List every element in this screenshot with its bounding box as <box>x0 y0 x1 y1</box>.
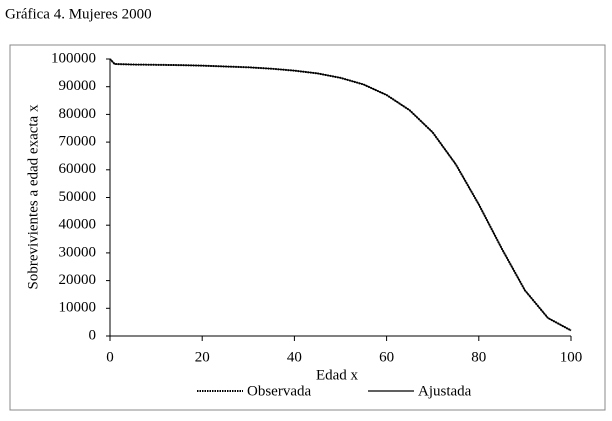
y-tick-label: 40000 <box>59 217 97 233</box>
chart-frame <box>9 44 606 411</box>
x-tick-label: 60 <box>379 349 394 365</box>
y-tick-label: 10000 <box>59 300 97 316</box>
y-tick-label: 30000 <box>59 244 97 260</box>
x-axis-label: Edad x <box>316 367 359 383</box>
legend-label: Observada <box>247 383 311 399</box>
y-tick-label: 100000 <box>51 50 96 66</box>
y-tick-label: 80000 <box>59 106 97 122</box>
chart-title: Gráfica 4. Mujeres 2000 <box>5 6 152 22</box>
y-tick-label: 70000 <box>59 134 97 150</box>
y-tick-label: 0 <box>89 327 97 343</box>
y-tick-label: 60000 <box>59 161 97 177</box>
y-tick-label: 50000 <box>59 189 97 205</box>
legend-label: Ajustada <box>418 383 472 399</box>
x-tick-label: 20 <box>195 349 210 365</box>
y-tick-label: 20000 <box>59 272 97 288</box>
x-tick-label: 100 <box>560 349 583 365</box>
y-axis-label: Sobrevivientes a edad exacta x <box>25 104 41 289</box>
line-series <box>109 58 572 332</box>
x-tick-label: 80 <box>471 349 486 365</box>
line-series <box>109 58 572 331</box>
y-tick-label: 90000 <box>59 78 97 94</box>
x-tick-label: 0 <box>106 349 114 365</box>
x-tick-label: 40 <box>287 349 302 365</box>
